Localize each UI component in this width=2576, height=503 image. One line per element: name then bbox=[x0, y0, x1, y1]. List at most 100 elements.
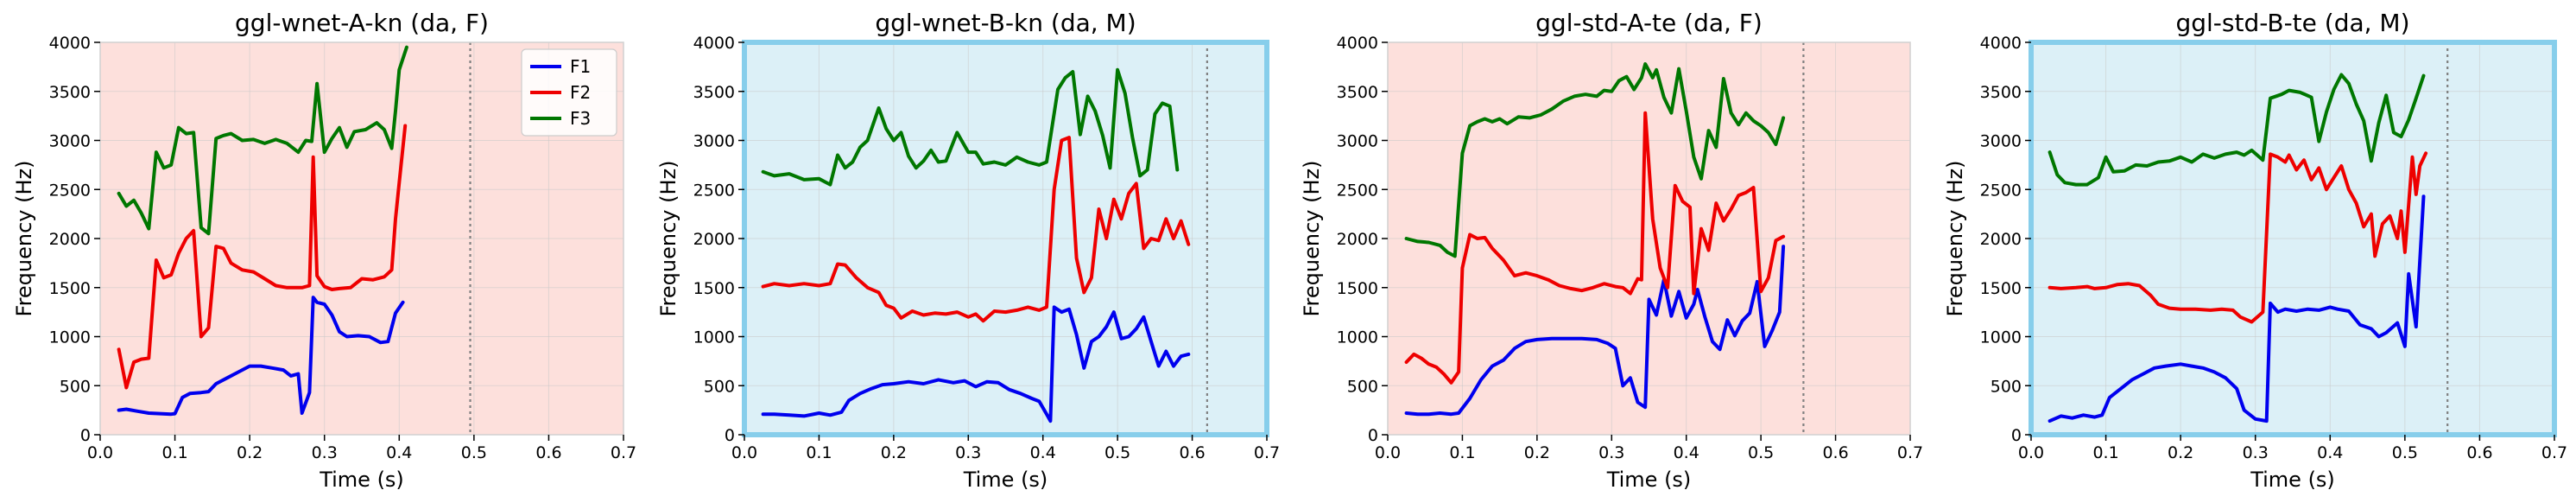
legend-label: F1 bbox=[570, 56, 591, 77]
x-tick-label: 0.3 bbox=[312, 443, 338, 462]
y-tick-label: 1500 bbox=[1337, 279, 1378, 298]
y-tick-label: 3500 bbox=[1980, 83, 2022, 102]
x-tick-label: 0.7 bbox=[1254, 443, 1280, 462]
y-tick-label: 3000 bbox=[1980, 132, 2022, 151]
chart-title: ggl-std-A-te (da, F) bbox=[1535, 9, 1763, 37]
x-tick-label: 0.2 bbox=[881, 443, 907, 462]
x-tick-label: 0.5 bbox=[1104, 443, 1130, 462]
x-tick-label: 0.7 bbox=[2541, 443, 2567, 462]
y-tick-label: 1500 bbox=[1980, 279, 2022, 298]
x-tick-label: 0.1 bbox=[806, 443, 832, 462]
y-axis-label: Frequency (Hz) bbox=[12, 161, 36, 317]
series-line-f2 bbox=[761, 136, 1191, 323]
series-line-f1 bbox=[2048, 194, 2426, 423]
y-tick-label: 3000 bbox=[49, 132, 91, 151]
x-axis-label: Time (s) bbox=[319, 468, 404, 492]
y-tick-label: 0 bbox=[1368, 426, 1378, 445]
y-tick-label: 3500 bbox=[49, 83, 91, 102]
legend-label: F3 bbox=[570, 108, 591, 129]
x-tick-label: 0.0 bbox=[87, 443, 113, 462]
y-tick-label: 3500 bbox=[1337, 83, 1378, 102]
x-tick-label: 0.0 bbox=[731, 443, 757, 462]
y-tick-label: 0 bbox=[725, 426, 735, 445]
y-tick-label: 0 bbox=[2011, 426, 2022, 445]
y-tick-label: 500 bbox=[1991, 377, 2022, 396]
chart-title: ggl-wnet-B-kn (da, M) bbox=[875, 9, 1136, 37]
y-axis-label: Frequency (Hz) bbox=[1943, 161, 1967, 317]
series-line-f3 bbox=[117, 45, 408, 236]
x-tick-label: 0.4 bbox=[2317, 443, 2343, 462]
x-tick-label: 0.5 bbox=[1748, 443, 1774, 462]
series-line-f3 bbox=[1404, 62, 1786, 258]
x-tick-label: 0.6 bbox=[535, 443, 561, 462]
y-axis-label: Frequency (Hz) bbox=[1300, 161, 1324, 317]
y-axis-label: Frequency (Hz) bbox=[656, 161, 680, 317]
y-tick-label: 3000 bbox=[1337, 132, 1378, 151]
y-tick-label: 1500 bbox=[693, 279, 735, 298]
y-tick-label: 2000 bbox=[693, 230, 735, 249]
x-tick-label: 0.5 bbox=[2392, 443, 2418, 462]
x-tick-label: 0.6 bbox=[2466, 443, 2492, 462]
y-tick-label: 2000 bbox=[49, 230, 91, 249]
series-line-f2 bbox=[1404, 111, 1786, 385]
x-tick-label: 0.3 bbox=[1598, 443, 1624, 462]
y-tick-label: 0 bbox=[80, 426, 91, 445]
x-tick-label: 0.1 bbox=[1449, 443, 1475, 462]
y-tick-label: 4000 bbox=[693, 34, 735, 53]
series-line-f2 bbox=[117, 124, 408, 390]
x-tick-label: 0.7 bbox=[1897, 443, 1923, 462]
chart-title: ggl-wnet-A-kn (da, F) bbox=[235, 9, 489, 37]
x-tick-label: 0.4 bbox=[386, 443, 412, 462]
y-tick-label: 1500 bbox=[49, 279, 91, 298]
y-tick-label: 2000 bbox=[1337, 230, 1378, 249]
series-line-f3 bbox=[2048, 73, 2426, 187]
x-tick-label: 0.1 bbox=[161, 443, 187, 462]
y-tick-label: 3000 bbox=[693, 132, 735, 151]
y-tick-label: 1000 bbox=[49, 328, 91, 347]
y-tick-label: 4000 bbox=[1337, 34, 1378, 53]
y-tick-label: 500 bbox=[60, 377, 91, 396]
y-tick-label: 2500 bbox=[1337, 181, 1378, 200]
x-tick-label: 0.2 bbox=[1524, 443, 1550, 462]
chart-panel-3: 0.0 0.1 0.2 0.3 0.4 0.5 0.6 0.7 0 500 1000 1500 2000… bbox=[1300, 9, 1923, 492]
legend-label: F2 bbox=[570, 82, 591, 103]
y-tick-label: 4000 bbox=[1980, 34, 2022, 53]
y-tick-label: 2000 bbox=[1980, 230, 2022, 249]
x-tick-label: 0.2 bbox=[237, 443, 263, 462]
legend: F1 F2 F3 bbox=[521, 48, 617, 137]
y-tick-label: 2500 bbox=[1980, 181, 2022, 200]
y-tick-label: 500 bbox=[1347, 377, 1378, 396]
series-line-f2 bbox=[2048, 151, 2428, 324]
x-tick-label: 0.2 bbox=[2168, 443, 2193, 462]
x-tick-label: 0.3 bbox=[955, 443, 981, 462]
y-tick-label: 1000 bbox=[1980, 328, 2022, 347]
x-tick-label: 0.6 bbox=[1179, 443, 1205, 462]
chart-panel-2: 0.0 0.1 0.2 0.3 0.4 0.5 0.6 0.7 0 500 1000 1500 2000… bbox=[656, 9, 1280, 492]
y-tick-label: 2500 bbox=[693, 181, 735, 200]
x-tick-label: 0.1 bbox=[2092, 443, 2118, 462]
x-tick-label: 0.3 bbox=[2243, 443, 2269, 462]
legend-box bbox=[521, 48, 617, 137]
y-tick-label: 4000 bbox=[49, 34, 91, 53]
series-line-f1 bbox=[761, 305, 1191, 423]
y-tick-label: 1000 bbox=[693, 328, 735, 347]
series-line-f1 bbox=[1404, 245, 1786, 417]
chart-panel-4: 0.0 0.1 0.2 0.3 0.4 0.5 0.6 0.7 0 500 1000 1500 2000… bbox=[1943, 9, 2567, 492]
chart-panel-1: 0.0 0.1 0.2 0.3 0.4 0.5 0.6 0.7 0 500 1000 1500 2000… bbox=[12, 9, 636, 492]
chart-title: ggl-std-B-te (da, M) bbox=[2175, 9, 2409, 37]
x-axis-label: Time (s) bbox=[963, 468, 1048, 492]
x-axis-label: Time (s) bbox=[2250, 468, 2335, 492]
x-axis-label: Time (s) bbox=[1606, 468, 1692, 492]
x-tick-label: 0.5 bbox=[461, 443, 487, 462]
y-tick-label: 1000 bbox=[1337, 328, 1378, 347]
x-tick-label: 0.6 bbox=[1822, 443, 1848, 462]
series-line-f3 bbox=[761, 67, 1180, 187]
y-tick-label: 3500 bbox=[693, 83, 735, 102]
x-tick-label: 0.4 bbox=[1030, 443, 1056, 462]
x-tick-label: 0.0 bbox=[1375, 443, 1401, 462]
series-line-f1 bbox=[117, 296, 405, 417]
x-tick-label: 0.4 bbox=[1674, 443, 1699, 462]
y-tick-label: 2500 bbox=[49, 181, 91, 200]
x-tick-label: 0.0 bbox=[2018, 443, 2044, 462]
